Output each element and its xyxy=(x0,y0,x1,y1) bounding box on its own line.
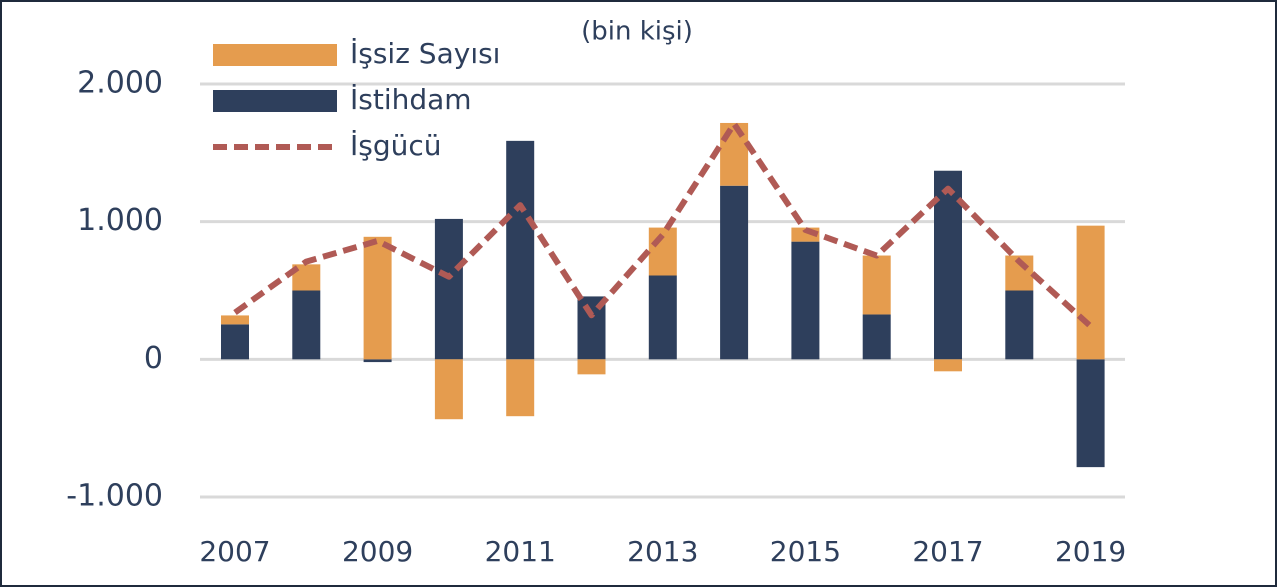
bar xyxy=(506,140,535,360)
bar xyxy=(720,122,749,186)
bar xyxy=(221,324,249,360)
y-tick-label: 1.000 xyxy=(77,203,163,238)
legend-swatch xyxy=(213,44,337,66)
bar xyxy=(506,359,535,417)
line xyxy=(233,120,1093,329)
y-tick-label: -1.000 xyxy=(66,479,163,514)
bar xyxy=(577,359,606,375)
bar xyxy=(1076,359,1105,468)
bar xyxy=(292,290,321,360)
chart-subtitle: (bin kişi) xyxy=(581,17,693,47)
bar xyxy=(862,314,891,360)
x-tick-label: 2011 xyxy=(485,535,556,568)
legend-label: İşgücü xyxy=(350,129,442,162)
x-tick-label: 2007 xyxy=(199,535,270,568)
bar xyxy=(648,275,677,360)
legend-swatch xyxy=(213,90,337,112)
y-tick-label: 0 xyxy=(144,341,163,376)
legend-label: İşsiz Sayısı xyxy=(350,37,500,70)
x-tick-label: 2015 xyxy=(770,535,841,568)
x-tick-label: 2017 xyxy=(912,535,983,568)
legend-label: İstihdam xyxy=(350,83,472,116)
bar xyxy=(1005,290,1034,360)
bar xyxy=(648,227,677,276)
x-tick-label: 2009 xyxy=(342,535,413,568)
bar xyxy=(862,255,891,315)
bar xyxy=(434,218,463,360)
y-tick-label: 2.000 xyxy=(77,66,163,101)
x-tick-label: 2019 xyxy=(1055,535,1126,568)
bar xyxy=(434,359,463,420)
bar xyxy=(791,241,820,360)
bar xyxy=(1076,225,1105,360)
bar xyxy=(720,185,749,360)
x-tick-label: 2013 xyxy=(627,535,698,568)
bar xyxy=(363,359,392,363)
bar xyxy=(934,359,962,372)
bar xyxy=(221,315,249,325)
bar xyxy=(363,236,392,360)
